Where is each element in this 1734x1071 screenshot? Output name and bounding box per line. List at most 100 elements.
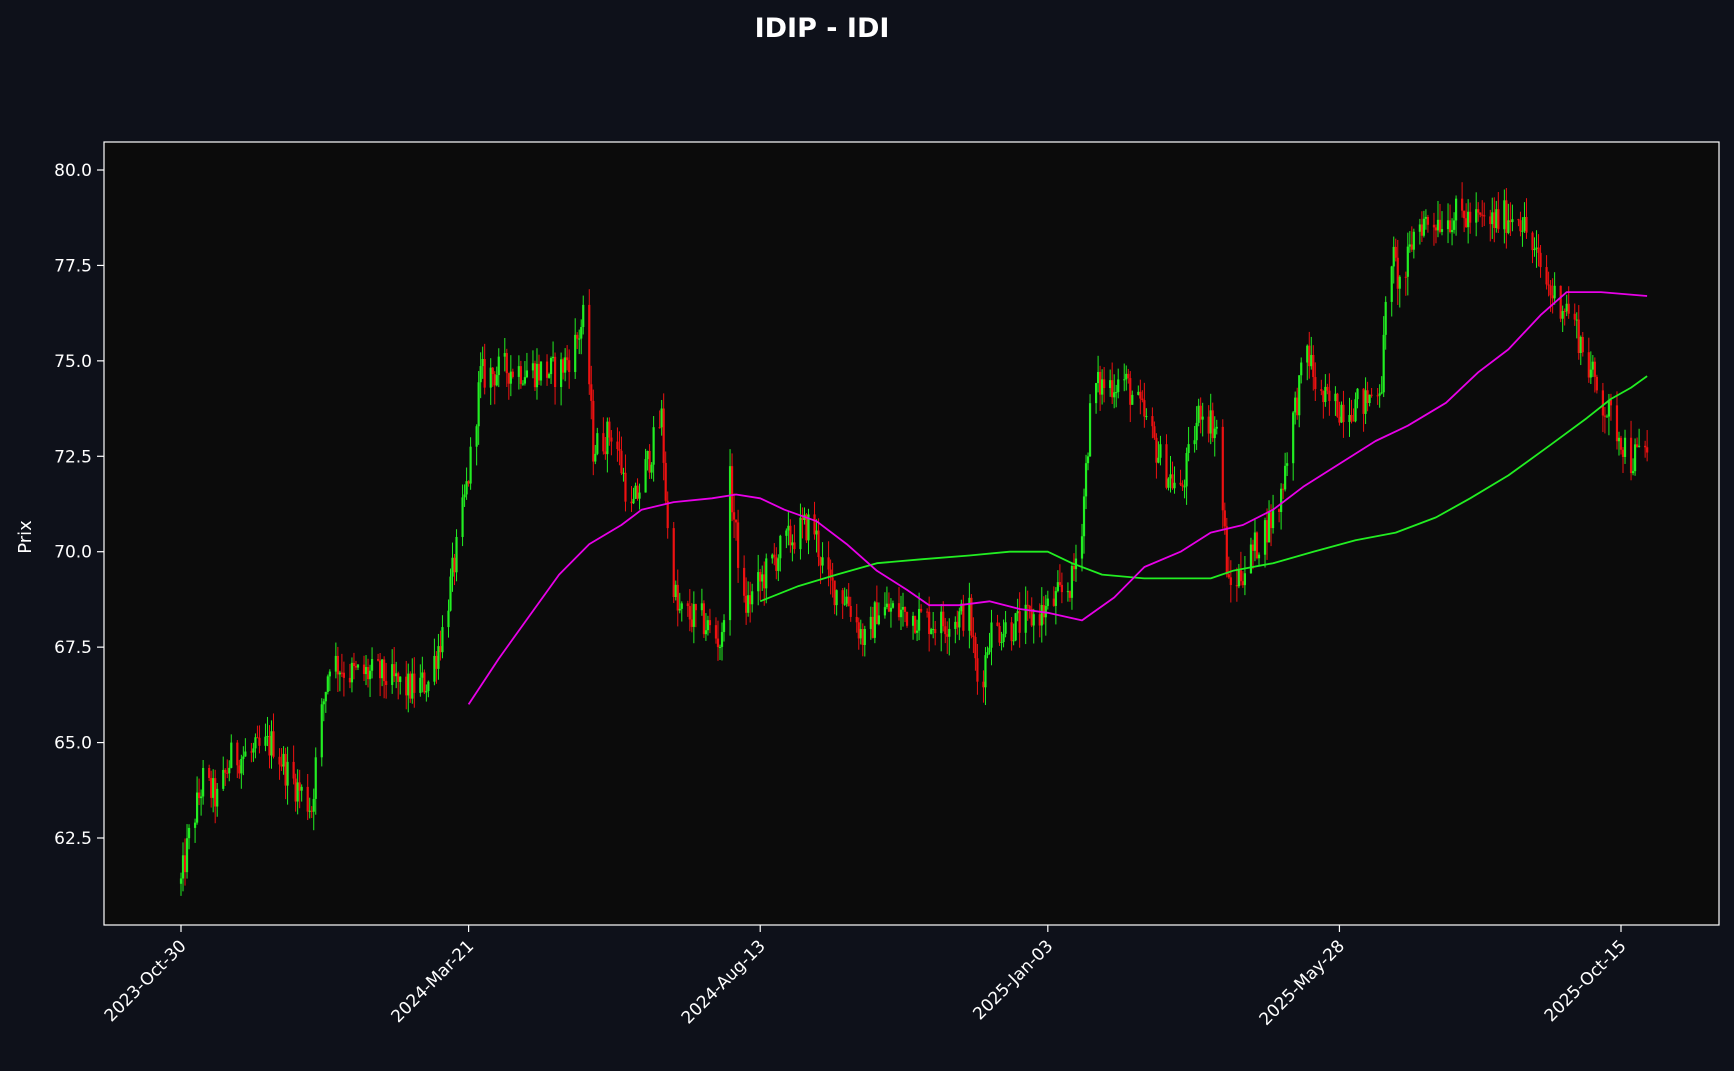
candle-down [903, 606, 907, 612]
candle-down [1483, 215, 1486, 217]
candle-down [519, 366, 522, 384]
candle-down [562, 359, 565, 373]
candle-down [493, 374, 496, 386]
candle-up [1324, 386, 1327, 403]
candle-up [441, 627, 444, 653]
candle-down [1072, 566, 1076, 570]
candle-up [455, 536, 458, 573]
candle-up [728, 466, 732, 621]
candle-up [539, 361, 543, 381]
candle-up [1187, 444, 1190, 454]
candle-down [664, 462, 667, 501]
candle-up [771, 554, 774, 559]
candle-down [708, 620, 712, 626]
y-tick-label: 80.0 [54, 161, 92, 181]
candle-up [449, 576, 452, 611]
candle-down [1060, 584, 1063, 593]
candle-down [226, 772, 229, 774]
candle-down [1179, 482, 1182, 485]
candle-up [1131, 394, 1134, 405]
candle-up [200, 796, 203, 799]
candle-up [1167, 478, 1170, 488]
candle-up [1334, 393, 1337, 402]
candle-up [254, 737, 257, 749]
chart-title: IDIP - IDI [755, 13, 890, 44]
candle-down [1278, 509, 1281, 512]
candle-down [198, 792, 201, 799]
candle-up [517, 366, 520, 377]
candle-up [1454, 198, 1458, 221]
candle-down [1465, 218, 1468, 228]
candle-down [224, 769, 227, 773]
candle-up [1382, 334, 1385, 393]
candle-down [1563, 311, 1566, 313]
candle-up [1406, 246, 1409, 277]
candle-up [391, 664, 394, 685]
candle-up [475, 426, 478, 447]
candle-down [1010, 622, 1013, 641]
moving-averages-group [467, 291, 1648, 705]
candle-up [622, 472, 625, 474]
candle-down [1255, 532, 1259, 559]
y-tick-label: 77.5 [54, 256, 92, 276]
candle-up [1623, 437, 1627, 457]
candle-up [185, 838, 189, 873]
candle-down [511, 371, 514, 377]
candle-up [986, 652, 989, 656]
candle-up [1380, 392, 1383, 394]
candle-down [934, 629, 937, 634]
candle-down [1223, 510, 1226, 527]
candle-down [730, 466, 734, 513]
candle-up [594, 453, 597, 462]
candle-down [280, 764, 283, 767]
candle-down [897, 603, 901, 618]
candle-up [596, 433, 599, 454]
candle-up [901, 606, 905, 610]
candle-up [270, 731, 273, 756]
candle-down [385, 681, 388, 685]
candle-down [183, 855, 187, 873]
candle-down [745, 595, 748, 613]
candle-up [1354, 399, 1357, 422]
candle-down [592, 400, 595, 462]
candle-down [439, 646, 442, 653]
candle-up [638, 492, 641, 499]
candle-up [1507, 220, 1510, 233]
candle-up [700, 603, 703, 611]
candle-up [179, 878, 183, 884]
candle-up [326, 676, 329, 692]
candle-down [1477, 209, 1480, 213]
candle-up [757, 572, 760, 592]
candle-up [869, 616, 872, 630]
candle-up [368, 670, 372, 680]
candle-up [564, 357, 567, 373]
candle-up [282, 753, 285, 767]
candle-down [1207, 416, 1210, 434]
candle-down [1026, 604, 1029, 606]
candle-up [704, 630, 708, 635]
candle-down [1058, 582, 1061, 585]
candle-up [1185, 453, 1188, 487]
candle-up [984, 655, 987, 688]
candle-up [437, 646, 440, 669]
candle-down [702, 603, 706, 635]
candle-up [1032, 614, 1035, 626]
candle-up [889, 607, 893, 612]
candle-up [202, 768, 205, 797]
candle-up [489, 367, 492, 388]
candle-up [606, 421, 609, 455]
candle-up [509, 371, 512, 384]
candle-down [1227, 574, 1230, 578]
candle-down [566, 357, 569, 361]
candle-up [1384, 301, 1387, 335]
candle-up [751, 591, 754, 605]
candle-down [982, 681, 985, 688]
candle-down [1489, 216, 1492, 225]
candle-up [1589, 369, 1592, 378]
candle-down [648, 450, 651, 473]
candle-up [1183, 486, 1186, 488]
candle-down [789, 525, 792, 546]
candle-down [545, 361, 549, 378]
candle-down [1545, 267, 1548, 285]
candle-up [1575, 319, 1578, 321]
